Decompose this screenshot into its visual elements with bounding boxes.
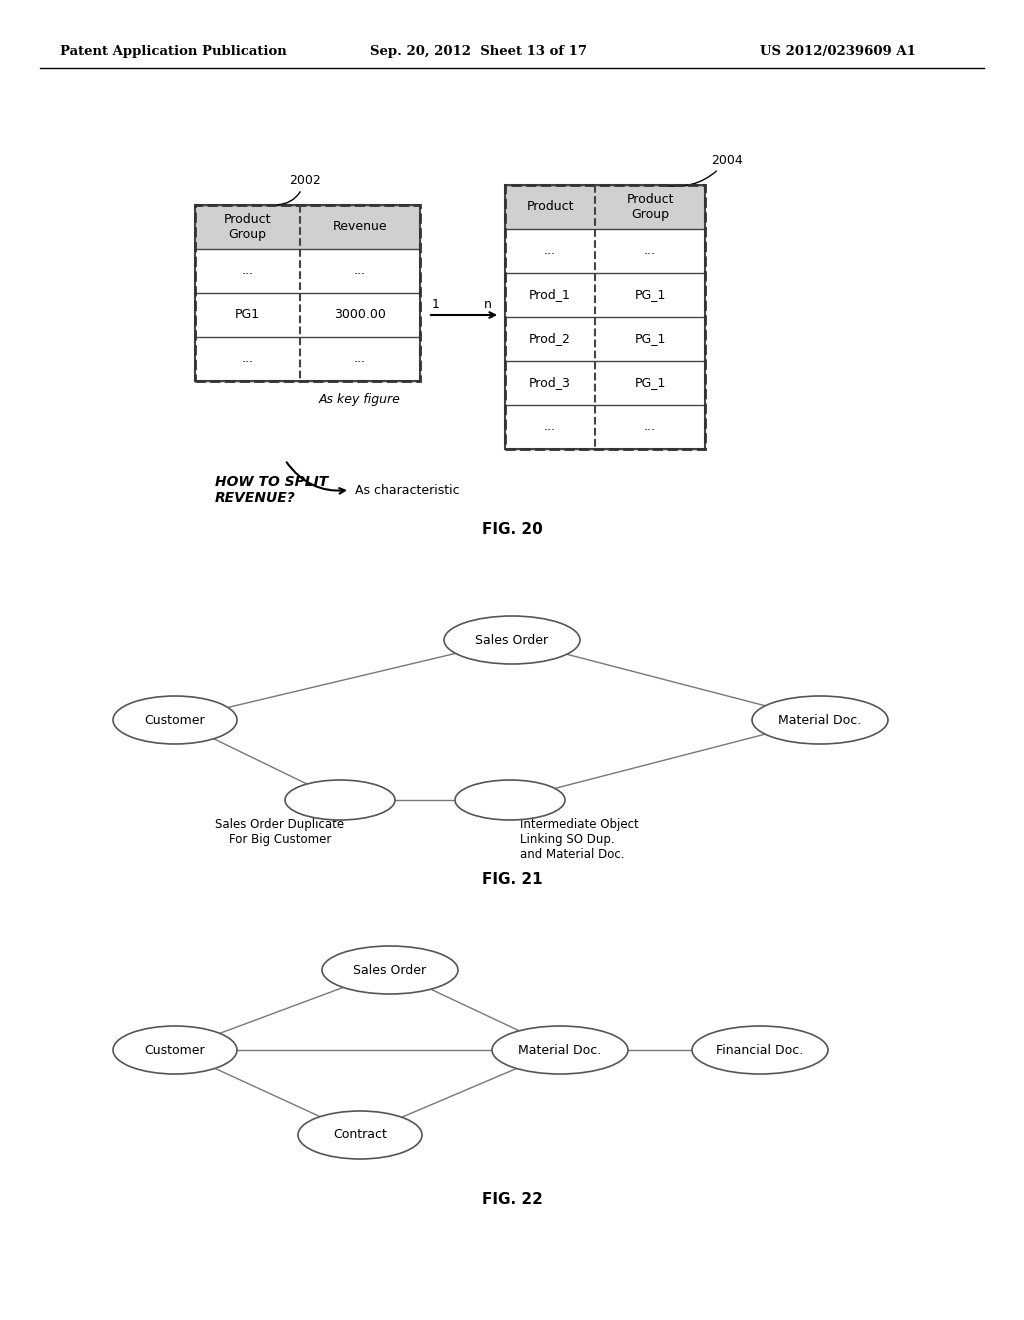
Text: US 2012/0239609 A1: US 2012/0239609 A1 <box>760 45 915 58</box>
Text: ...: ... <box>544 421 556 433</box>
Text: n: n <box>484 298 492 312</box>
Text: Prod_1: Prod_1 <box>529 289 571 301</box>
Ellipse shape <box>492 1026 628 1074</box>
Text: FIG. 20: FIG. 20 <box>481 523 543 537</box>
Text: Sales Order Duplicate
For Big Customer: Sales Order Duplicate For Big Customer <box>215 818 344 846</box>
Text: ...: ... <box>544 244 556 257</box>
Text: ...: ... <box>242 352 254 366</box>
Text: ...: ... <box>354 264 366 277</box>
Text: Customer: Customer <box>144 714 206 726</box>
Text: 1: 1 <box>432 298 440 312</box>
Text: As key figure: As key figure <box>319 392 401 405</box>
Bar <box>505 185 705 228</box>
Text: Financial Doc.: Financial Doc. <box>717 1044 804 1056</box>
Text: 3000.00: 3000.00 <box>334 309 386 322</box>
Ellipse shape <box>322 946 458 994</box>
Text: Product
Group: Product Group <box>224 213 271 242</box>
Text: Sep. 20, 2012  Sheet 13 of 17: Sep. 20, 2012 Sheet 13 of 17 <box>370 45 587 58</box>
Text: Prod_2: Prod_2 <box>529 333 571 346</box>
Text: HOW TO SPLIT
REVENUE?: HOW TO SPLIT REVENUE? <box>215 475 329 506</box>
Text: Sales Order: Sales Order <box>475 634 549 647</box>
Text: PG_1: PG_1 <box>634 376 666 389</box>
Text: Material Doc.: Material Doc. <box>778 714 861 726</box>
Text: 2002: 2002 <box>276 173 321 205</box>
Text: FIG. 21: FIG. 21 <box>481 873 543 887</box>
Text: FIG. 22: FIG. 22 <box>481 1192 543 1208</box>
Text: Product: Product <box>526 201 573 214</box>
Ellipse shape <box>444 616 580 664</box>
Ellipse shape <box>752 696 888 744</box>
Text: Material Doc.: Material Doc. <box>518 1044 602 1056</box>
Text: Product
Group: Product Group <box>627 193 674 220</box>
Text: Intermediate Object
Linking SO Dup.
and Material Doc.: Intermediate Object Linking SO Dup. and … <box>520 818 639 861</box>
Text: ...: ... <box>644 421 656 433</box>
Bar <box>505 185 705 449</box>
Bar <box>195 205 420 381</box>
Ellipse shape <box>113 1026 237 1074</box>
Text: As characteristic: As characteristic <box>355 483 460 496</box>
Text: ...: ... <box>354 352 366 366</box>
Bar <box>195 205 420 381</box>
Ellipse shape <box>298 1111 422 1159</box>
Text: PG_1: PG_1 <box>634 333 666 346</box>
Text: Sales Order: Sales Order <box>353 964 427 977</box>
Text: Prod_3: Prod_3 <box>529 376 571 389</box>
Ellipse shape <box>455 780 565 820</box>
Text: Patent Application Publication: Patent Application Publication <box>60 45 287 58</box>
Bar <box>195 205 420 249</box>
Text: ...: ... <box>242 264 254 277</box>
Ellipse shape <box>285 780 395 820</box>
Text: Contract: Contract <box>333 1129 387 1142</box>
Text: Revenue: Revenue <box>333 220 387 234</box>
Text: PG_1: PG_1 <box>634 289 666 301</box>
Text: PG1: PG1 <box>234 309 260 322</box>
Text: 2004: 2004 <box>664 153 742 186</box>
Text: Customer: Customer <box>144 1044 206 1056</box>
Ellipse shape <box>692 1026 828 1074</box>
Ellipse shape <box>113 696 237 744</box>
Text: ...: ... <box>644 244 656 257</box>
Bar <box>505 185 705 449</box>
